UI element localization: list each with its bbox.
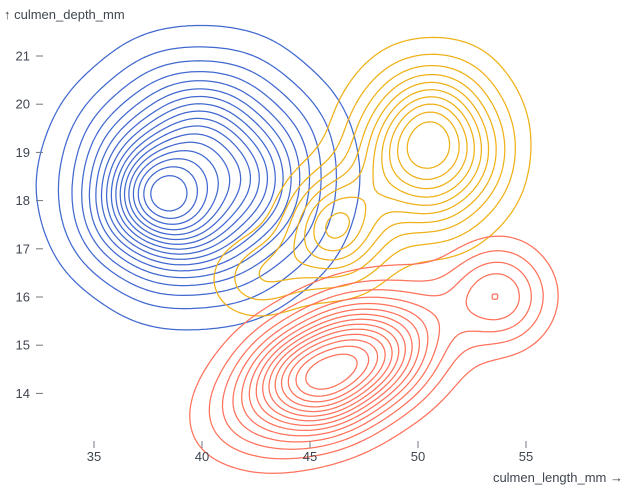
density-contours-cluster-red-lower-right xyxy=(189,235,559,474)
density-contours-cluster-yellow-upper-right xyxy=(213,36,532,317)
x-tick-label: 45 xyxy=(303,449,317,464)
y-tick-label: 21 xyxy=(16,49,30,64)
y-tick-label: 19 xyxy=(16,145,30,160)
x-axis-title: culmen_length_mm → xyxy=(493,470,623,485)
y-axis-title: ↑ culmen_depth_mm xyxy=(4,7,125,22)
x-axis: 35 40 45 50 55 xyxy=(87,441,533,464)
y-tick-label: 18 xyxy=(16,193,30,208)
y-tick-label: 20 xyxy=(16,97,30,112)
y-axis: 21 20 19 18 17 16 15 14 xyxy=(16,49,43,401)
x-tick-label: 35 xyxy=(87,449,101,464)
y-tick-label: 14 xyxy=(16,386,30,401)
density-contours-cluster-blue-upper-left xyxy=(35,24,361,331)
x-tick-label: 50 xyxy=(411,449,425,464)
x-tick-label: 40 xyxy=(195,449,209,464)
contours-layer xyxy=(35,24,559,474)
y-tick-label: 16 xyxy=(16,290,30,305)
y-tick-label: 15 xyxy=(16,338,30,353)
x-tick-label: 55 xyxy=(519,449,533,464)
y-tick-label: 17 xyxy=(16,241,30,256)
